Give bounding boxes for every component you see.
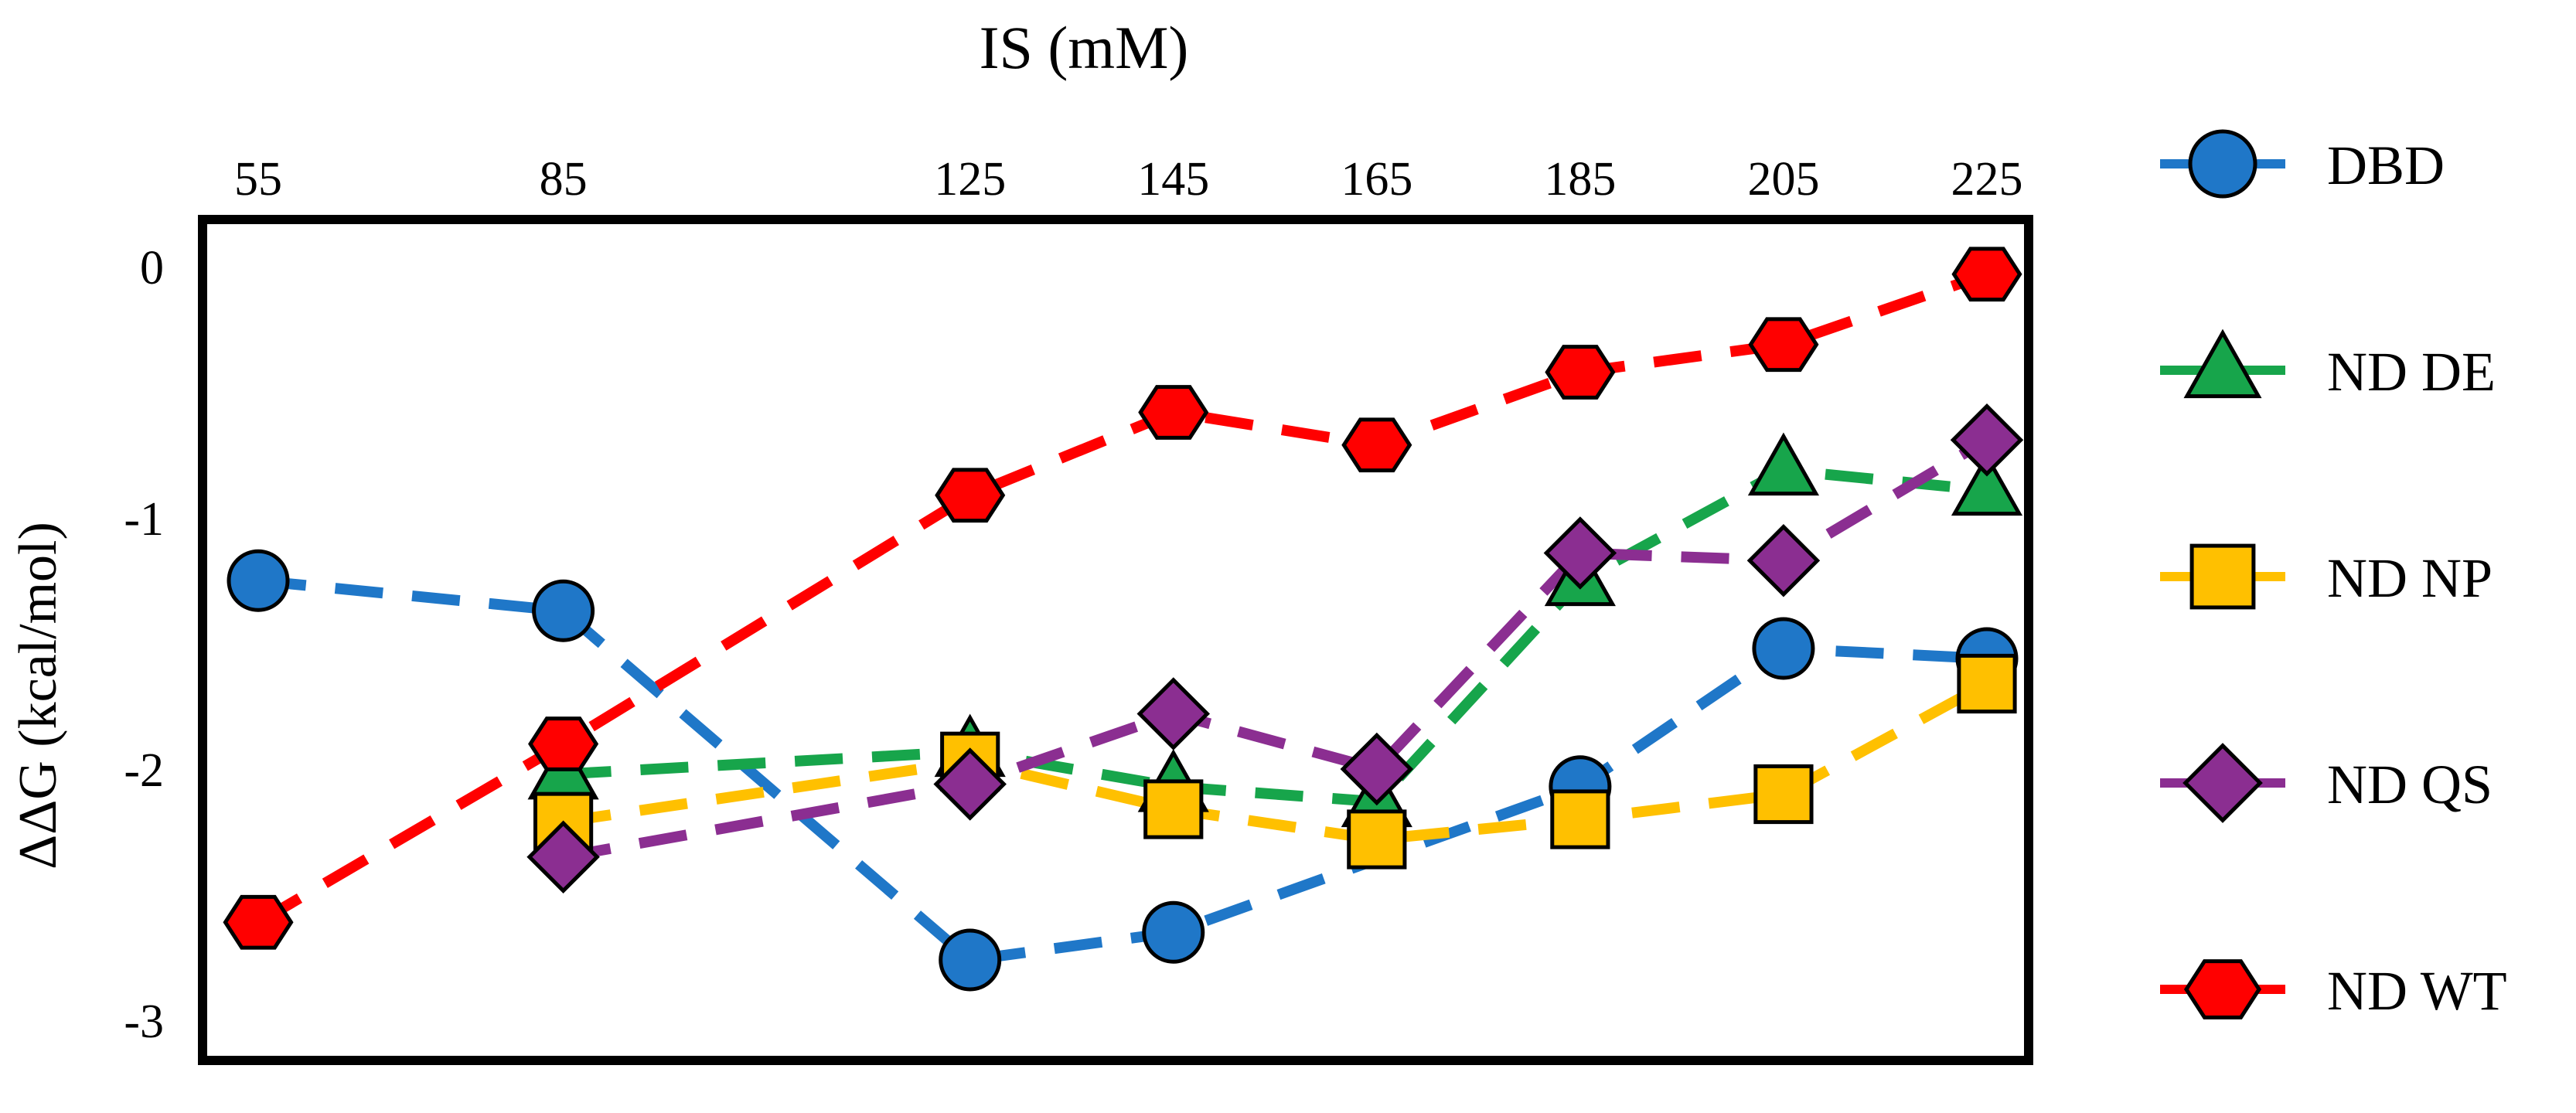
x-tick-label: 205: [1747, 153, 1819, 206]
data-point: [933, 747, 1007, 821]
data-point: [1550, 789, 1610, 849]
data-point: [532, 579, 595, 642]
series-line-nd-wt: [255, 269, 1989, 928]
data-point: [935, 468, 1006, 523]
legend-item: ND QS: [2160, 743, 2493, 823]
legend-marker: [2183, 959, 2262, 1019]
data-point: [1950, 403, 2024, 477]
y-tick-label: -2: [124, 744, 164, 797]
data-point: [1138, 385, 1209, 440]
legend-label: DBD: [2327, 134, 2445, 196]
data-point: [1752, 617, 1815, 680]
x-tick-label: 185: [1544, 153, 1616, 206]
y-tick-labels: 0 -1 -2 -3: [124, 242, 164, 1048]
y-axis-title: ΔΔG (kcal/mol): [9, 522, 68, 870]
legend-label: ND NP: [2327, 547, 2493, 609]
data-point: [1746, 524, 1821, 597]
data-point: [223, 894, 294, 950]
data-point: [1753, 764, 1814, 825]
legend-marker: [2189, 543, 2256, 610]
series-markers-nd-qs: [526, 403, 2024, 893]
data-point: [1957, 653, 2017, 714]
x-tick-label: 85: [540, 153, 588, 206]
x-tick-labels: 55 85 125 145 165 185 205 225: [234, 153, 2023, 206]
y-tick-label: 0: [140, 242, 164, 294]
data-point: [1951, 452, 2023, 516]
legend-item: ND DE: [2160, 328, 2496, 403]
data-point: [1748, 317, 1819, 373]
data-point: [1341, 417, 1412, 473]
x-tick-label: 225: [1951, 153, 2023, 206]
data-point: [1142, 900, 1205, 964]
data-point: [1347, 809, 1407, 870]
data-point: [227, 549, 290, 612]
x-tick-label: 165: [1341, 153, 1412, 206]
legend-item: ND NP: [2160, 543, 2493, 610]
series-markers-nd-wt: [223, 247, 2022, 950]
series-line-path: [257, 575, 1988, 966]
legend: DBD ND DE ND NP ND QS ND WT: [2160, 129, 2507, 1022]
data-point: [1747, 432, 1820, 496]
legend-marker: [2182, 743, 2263, 823]
legend-marker: [2183, 328, 2262, 399]
series-layer: [223, 247, 2024, 992]
legend-marker: [2188, 129, 2257, 199]
data-point: [1543, 516, 1617, 590]
plot-frame: [198, 215, 2033, 1065]
data-point: [1951, 247, 2022, 302]
series-line-dbd: [257, 575, 1988, 966]
series-line-path: [255, 269, 1989, 928]
x-tick-label: 55: [234, 153, 282, 206]
x-tick-label: 125: [934, 153, 1006, 206]
legend-item: DBD: [2160, 129, 2445, 199]
legend-item: ND WT: [2160, 959, 2507, 1022]
data-point: [1136, 677, 1211, 751]
series-markers-dbd: [227, 549, 2019, 992]
y-tick-label: -1: [124, 493, 164, 546]
x-axis-title: IS (mM): [980, 14, 1189, 81]
y-tick-label: -3: [124, 996, 164, 1048]
data-point: [1143, 779, 1204, 839]
legend-label: ND DE: [2327, 341, 2496, 403]
data-point: [1545, 345, 1616, 400]
data-point: [528, 716, 599, 771]
data-point: [939, 928, 1002, 992]
legend-label: ND QS: [2327, 754, 2493, 815]
data-point: [1340, 732, 1414, 806]
x-tick-label: 145: [1137, 153, 1209, 206]
legend-label: ND WT: [2327, 960, 2507, 1022]
data-point: [526, 820, 600, 893]
